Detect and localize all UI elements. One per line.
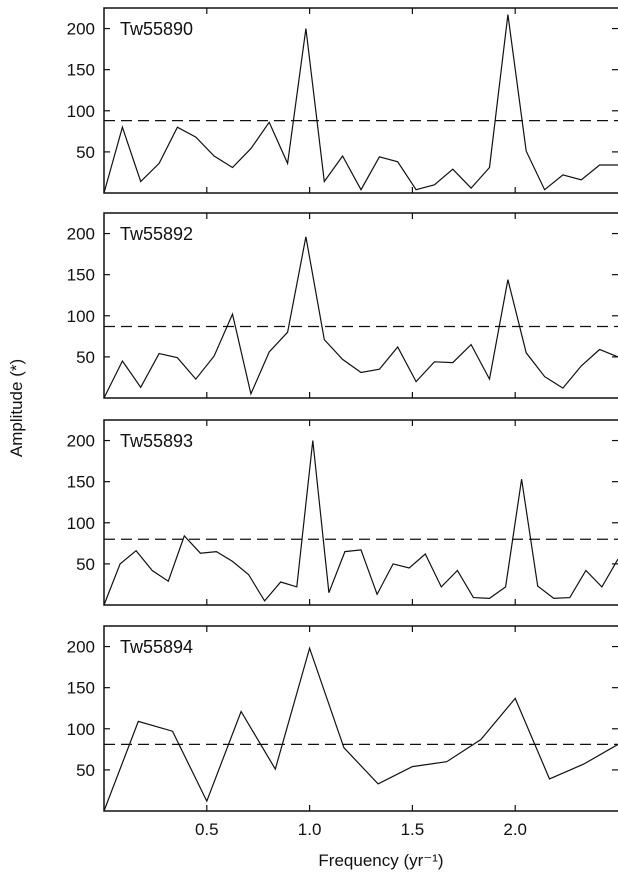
panel-3: 50 100 150 200 Tw55893	[67, 419, 618, 606]
y-tick-label: 150	[67, 473, 95, 492]
plot-frame	[103, 212, 618, 399]
x-tick-label: 1.0	[298, 820, 322, 839]
y-tick-label: 100	[67, 307, 95, 326]
x-tick-label: 0.5	[195, 820, 219, 839]
y-tick-label: 200	[67, 432, 95, 451]
y-tick-label: 150	[67, 679, 95, 698]
y-tick-label: 50	[76, 555, 95, 574]
y-tick-label: 150	[67, 266, 95, 285]
y-tick-label: 50	[76, 761, 95, 780]
series-line	[103, 14, 618, 194]
panel-2: 50 100 150 200 Tw55892	[67, 212, 618, 399]
y-tick-label: 200	[67, 638, 95, 657]
x-tick-label: 1.5	[401, 820, 425, 839]
y-tick-label: 200	[67, 225, 95, 244]
plot-frame	[103, 7, 618, 194]
y-tick-label: 50	[76, 143, 95, 162]
panel-title: Tw55893	[120, 431, 193, 451]
y-tick-label: 200	[67, 20, 95, 39]
plot-frame	[103, 625, 618, 812]
y-tick-label: 100	[67, 720, 95, 739]
panel-4: 50 100 150 200 Tw55894 0.5 1.0 1.5 2.0	[67, 625, 618, 839]
plot-frame	[103, 419, 618, 606]
panel-title: Tw55894	[120, 637, 193, 657]
y-tick-label: 50	[76, 348, 95, 367]
panel-title: Tw55892	[120, 224, 193, 244]
series-line	[103, 440, 618, 606]
x-axis-label: Frequency (yr⁻¹)	[318, 851, 443, 870]
y-tick-label: 150	[67, 61, 95, 80]
y-tick-label: 100	[67, 514, 95, 533]
y-tick-label: 100	[67, 102, 95, 121]
y-axis-label: Amplitude (*)	[7, 359, 26, 457]
panel-1: 50 100 150 200 Tw55890	[67, 7, 618, 194]
series-line	[103, 646, 618, 812]
panel-title: Tw55890	[120, 19, 193, 39]
series-line	[103, 236, 618, 399]
x-tick-label: 2.0	[503, 820, 527, 839]
